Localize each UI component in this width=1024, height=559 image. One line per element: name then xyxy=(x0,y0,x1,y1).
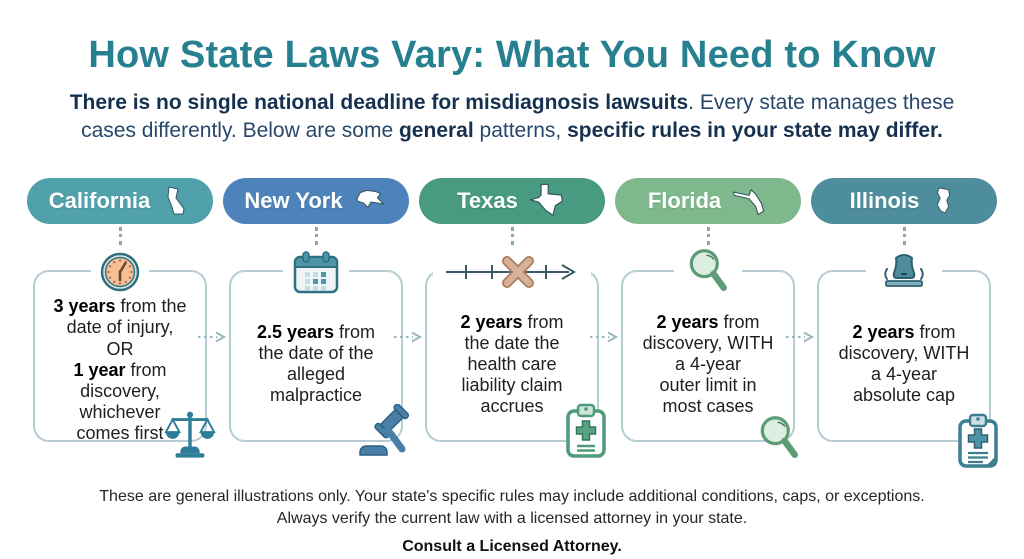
magnifier-icon xyxy=(755,414,803,464)
state-card-california: California xyxy=(27,178,216,459)
flow-arrow-icon xyxy=(393,330,423,344)
clock-icon xyxy=(91,252,149,293)
disclaimer-line-3: Consult a Licensed Attorney. xyxy=(402,537,622,555)
page-subtitle: There is no single national deadline for… xyxy=(69,91,955,142)
rule-text: 2.5 years from the date of the alleged malp… xyxy=(256,322,376,406)
calendar-icon xyxy=(283,249,349,296)
disclaimer-line-2: Always verify the current law with a lic… xyxy=(276,509,748,527)
dotted-connector xyxy=(118,227,122,246)
dotted-connector xyxy=(706,227,710,246)
timeline-icon xyxy=(433,252,591,293)
florida-outline-icon xyxy=(732,189,765,216)
scales-of-justice-icon xyxy=(163,408,217,460)
state-name: Texas xyxy=(457,188,518,214)
state-header-texas: Texas xyxy=(419,178,605,225)
state-card-texas: Texas xyxy=(394,178,606,459)
page-title: How State Laws Vary: What You Need to Kn… xyxy=(88,34,936,76)
state-rule-box: 2 years from discovery, WITH a 4-year outer… xyxy=(621,247,798,459)
california-outline-icon xyxy=(167,186,185,215)
state-rule-box: 2 years from discovery, WITH a 4-year absol… xyxy=(817,250,998,469)
gavel-icon xyxy=(355,404,413,460)
new-york-outline-icon xyxy=(356,190,384,209)
state-rule-box: 2 years from the date the health care liabi… xyxy=(425,252,606,459)
state-rule-box: 3 years from the date of injury, OR 1 year … xyxy=(33,252,216,459)
dotted-connector xyxy=(902,227,906,246)
medical-clipboard-icon xyxy=(955,412,1001,470)
dotted-connector xyxy=(314,227,318,246)
medical-clipboard-icon xyxy=(563,402,609,460)
illinois-outline-icon xyxy=(937,187,951,215)
state-header-california: California xyxy=(27,178,213,225)
rule-text: 2 years from discovery, WITH a 4-year absol… xyxy=(838,322,970,406)
disclaimer: These are general illustrations only. Yo… xyxy=(0,486,1024,556)
rule-text: 2 years from discovery, WITH a 4-year outer… xyxy=(642,311,774,416)
state-name: New York xyxy=(244,188,343,214)
rule-text: 3 years from the date of injury, OR 1 year … xyxy=(53,296,187,443)
bell-icon xyxy=(866,250,942,295)
state-name: Florida xyxy=(647,188,722,214)
state-header-new-york: New York xyxy=(223,178,409,225)
flow-arrow-icon xyxy=(197,330,227,344)
state-card-illinois: Illinois 2 years from discovery, WITH a xyxy=(786,178,998,469)
state-header-illinois: Illinois xyxy=(811,178,997,225)
dotted-connector xyxy=(510,227,514,246)
state-name: California xyxy=(48,188,151,214)
state-cards-row: California xyxy=(0,178,1024,469)
texas-outline-icon xyxy=(529,184,563,217)
magnifier-icon xyxy=(674,247,742,298)
state-card-new-york: New York xyxy=(198,178,410,457)
flow-arrow-icon xyxy=(785,330,815,344)
flow-arrow-icon xyxy=(589,330,619,344)
state-rule-box: 2.5 years from the date of the alleged malp… xyxy=(229,249,410,457)
state-header-florida: Florida xyxy=(615,178,801,225)
state-card-florida: Florida 2 years from discovery, WITH a 4-y… xyxy=(590,178,801,459)
state-name: Illinois xyxy=(849,188,920,214)
disclaimer-line-1: These are general illustrations only. Yo… xyxy=(99,488,925,506)
rule-text: 2 years from the date the health care liabi… xyxy=(460,311,564,416)
